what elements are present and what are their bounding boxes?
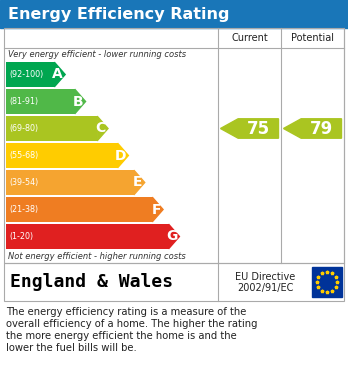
Polygon shape (97, 116, 108, 141)
Polygon shape (221, 119, 278, 138)
Text: F: F (152, 203, 161, 217)
Polygon shape (168, 224, 180, 249)
Bar (6, 224, 168, 249)
Text: Not energy efficient - higher running costs: Not energy efficient - higher running co… (8, 252, 186, 261)
Text: Current: Current (231, 33, 268, 43)
Text: lower the fuel bills will be.: lower the fuel bills will be. (6, 343, 137, 353)
Text: A: A (53, 68, 63, 81)
Bar (4, 263, 344, 301)
Text: Potential: Potential (291, 33, 334, 43)
Text: E: E (133, 176, 143, 190)
Polygon shape (75, 89, 86, 114)
Text: C: C (96, 122, 106, 136)
Text: D: D (115, 149, 126, 163)
Bar (6, 62, 54, 87)
Polygon shape (134, 170, 145, 195)
Polygon shape (118, 143, 128, 168)
Bar (0, 0, 348, 28)
Text: EU Directive: EU Directive (235, 272, 295, 282)
Text: G: G (166, 230, 177, 244)
Text: England & Wales: England & Wales (10, 273, 173, 291)
Text: overall efficiency of a home. The higher the rating: overall efficiency of a home. The higher… (6, 319, 258, 329)
Bar (6, 197, 152, 222)
Text: the more energy efficient the home is and the: the more energy efficient the home is an… (6, 331, 237, 341)
Text: 79: 79 (310, 120, 333, 138)
Bar (6, 170, 134, 195)
Polygon shape (284, 119, 341, 138)
Text: (1-20): (1-20) (9, 232, 33, 241)
Bar (6, 143, 118, 168)
Text: (92-100): (92-100) (9, 70, 43, 79)
Text: (21-38): (21-38) (9, 205, 38, 214)
Polygon shape (54, 62, 65, 87)
Bar (4, 28, 344, 263)
Text: (55-68): (55-68) (9, 151, 38, 160)
Text: B: B (73, 95, 84, 108)
Text: 75: 75 (247, 120, 270, 138)
Bar (6, 89, 75, 114)
Text: (69-80): (69-80) (9, 124, 38, 133)
Text: Very energy efficient - lower running costs: Very energy efficient - lower running co… (8, 50, 186, 59)
Bar (312, 267, 342, 297)
Text: (39-54): (39-54) (9, 178, 38, 187)
Text: Energy Efficiency Rating: Energy Efficiency Rating (8, 7, 229, 22)
Text: The energy efficiency rating is a measure of the: The energy efficiency rating is a measur… (6, 307, 246, 317)
Bar (6, 116, 97, 141)
Polygon shape (152, 197, 163, 222)
Text: (81-91): (81-91) (9, 97, 38, 106)
Text: 2002/91/EC: 2002/91/EC (237, 283, 293, 293)
